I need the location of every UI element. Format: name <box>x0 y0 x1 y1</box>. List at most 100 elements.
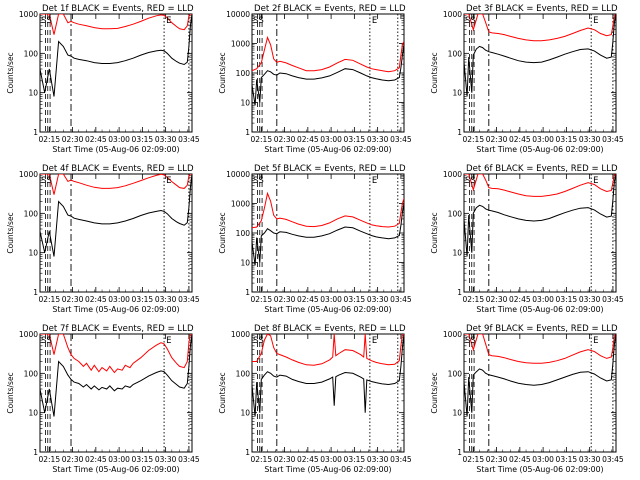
events-series-line <box>252 44 404 106</box>
x-tick-label: 03:15 <box>132 135 154 144</box>
x-tick-label: 03:00 <box>532 295 554 304</box>
lld-series-line <box>40 14 192 35</box>
x-tick-label: 03:30 <box>367 135 389 144</box>
plot-frame <box>39 173 193 293</box>
y-tick-label: 100 <box>24 49 39 58</box>
plot-frame <box>251 13 405 133</box>
saa-marker-label: SS <box>465 16 476 26</box>
x-tick-label: 03:45 <box>178 455 200 464</box>
y-axis-label: Counts/sec <box>218 372 227 413</box>
events-series-line <box>464 174 616 257</box>
eclipse-marker-label: E <box>166 336 171 346</box>
y-tick-label: 1 <box>33 128 38 137</box>
y-tick-label: 1000 <box>443 170 462 179</box>
y-tick-label: 100 <box>448 49 463 58</box>
x-tick-label: 02:45 <box>509 135 531 144</box>
detector-panel-7: Det 7f BLACK = Events, RED = LLD 1 10 100 10… <box>6 324 200 474</box>
x-tick-label: 02:45 <box>297 135 319 144</box>
x-tick-label: 02:45 <box>297 295 319 304</box>
x-axis-label: Start Time (05-Aug-06 02:09:00) <box>52 305 179 314</box>
detector-panel-1: Det 1f BLACK = Events, RED = LLD 1 10 100 10… <box>6 4 200 154</box>
x-tick-label: 02:30 <box>486 295 508 304</box>
x-tick-label: 02:15 <box>250 455 272 464</box>
saa-marker-label: SS <box>253 176 264 186</box>
x-tick-label: 03:00 <box>320 455 342 464</box>
lld-series-line <box>40 174 192 195</box>
x-tick-label: 03:00 <box>532 455 554 464</box>
lld-series-line <box>464 174 616 197</box>
x-tick-label: 03:45 <box>178 295 200 304</box>
y-tick-label: 100 <box>236 69 251 78</box>
x-tick-label: 02:45 <box>509 455 531 464</box>
x-tick-label: 02:15 <box>250 295 272 304</box>
x-tick-label: 03:30 <box>155 135 177 144</box>
plot-frame <box>39 13 193 133</box>
x-tick-label: 02:15 <box>250 135 272 144</box>
y-tick-label: 10 <box>452 249 462 258</box>
eclipse-marker-label: E <box>166 16 171 26</box>
plot-area <box>464 14 616 132</box>
y-tick-label: 1 <box>33 288 38 297</box>
x-tick-label: 02:30 <box>62 135 84 144</box>
y-tick-label: 1000 <box>443 10 462 19</box>
y-tick-label: 1000 <box>231 330 250 339</box>
x-axis-label: Start Time (05-Aug-06 02:09:00) <box>52 145 179 154</box>
y-tick-label: 10 <box>452 89 462 98</box>
x-tick-label: 02:30 <box>62 295 84 304</box>
lld-series-line <box>464 334 616 364</box>
x-tick-label: 02:30 <box>486 455 508 464</box>
panel-title: Det 1f BLACK = Events, RED = LLD <box>42 4 194 14</box>
x-axis-label: Start Time (05-Aug-06 02:09:00) <box>52 465 179 474</box>
x-axis-label: Start Time (05-Aug-06 02:09:00) <box>264 305 391 314</box>
lld-series-line <box>252 334 404 366</box>
y-tick-label: 10 <box>28 249 38 258</box>
events-series-line <box>464 14 616 97</box>
y-axis-label: Counts/sec <box>430 372 439 413</box>
eclipse-marker-label: E <box>593 16 598 26</box>
panel-title: Det 2f BLACK = Events, RED = LLD <box>254 4 406 14</box>
x-tick-label: 02:15 <box>462 455 484 464</box>
events-series-line <box>252 203 404 266</box>
y-tick-label: 10 <box>240 409 250 418</box>
panel-title: Det 7f BLACK = Events, RED = LLD <box>42 324 194 334</box>
y-tick-label: 10000 <box>226 10 250 19</box>
x-tick-label: 02:30 <box>274 455 296 464</box>
x-tick-label: 03:00 <box>108 295 130 304</box>
panel-title: Det 4f BLACK = Events, RED = LLD <box>42 164 194 174</box>
y-tick-label: 1000 <box>443 330 462 339</box>
y-tick-label: 10 <box>452 409 462 418</box>
y-tick-label: 100 <box>448 209 463 218</box>
detector-panel-4: Det 4f BLACK = Events, RED = LLD 1 10 100 10… <box>6 164 200 314</box>
x-tick-label: 02:15 <box>462 295 484 304</box>
y-axis-label: Counts/sec <box>430 212 439 253</box>
y-tick-label: 1000 <box>19 170 38 179</box>
y-axis-label: Counts/sec <box>6 372 15 413</box>
panel-title: Det 6f BLACK = Events, RED = LLD <box>466 164 618 174</box>
x-tick-label: 03:15 <box>556 135 578 144</box>
plot-frame <box>463 13 617 133</box>
y-tick-label: 1 <box>33 448 38 457</box>
plot-area <box>40 14 192 132</box>
saa-marker-label: SS <box>253 336 264 346</box>
x-axis-label: Start Time (05-Aug-06 02:09:00) <box>476 305 603 314</box>
y-tick-label: 1 <box>457 128 462 137</box>
detector-panel-9: Det 9f BLACK = Events, RED = LLD 1 10 100 10… <box>430 324 624 474</box>
x-tick-label: 03:15 <box>132 455 154 464</box>
x-tick-label: 03:15 <box>132 295 154 304</box>
saa-marker-label: SS <box>465 336 476 346</box>
x-tick-label: 02:45 <box>297 455 319 464</box>
x-tick-label: 03:15 <box>556 455 578 464</box>
plot-frame <box>463 173 617 293</box>
x-tick-label: 02:45 <box>509 295 531 304</box>
events-series-line <box>40 334 192 417</box>
x-axis-label: Start Time (05-Aug-06 02:09:00) <box>476 145 603 154</box>
x-tick-label: 02:15 <box>38 135 60 144</box>
events-series-line <box>252 334 404 417</box>
x-tick-label: 03:00 <box>108 455 130 464</box>
x-tick-label: 02:15 <box>462 135 484 144</box>
panel-title: Det 5f BLACK = Events, RED = LLD <box>254 164 406 174</box>
saa-marker-label: SS <box>41 16 52 26</box>
lld-series-line <box>252 191 404 229</box>
x-tick-label: 03:30 <box>579 135 601 144</box>
eclipse-marker-label: E <box>372 336 377 346</box>
